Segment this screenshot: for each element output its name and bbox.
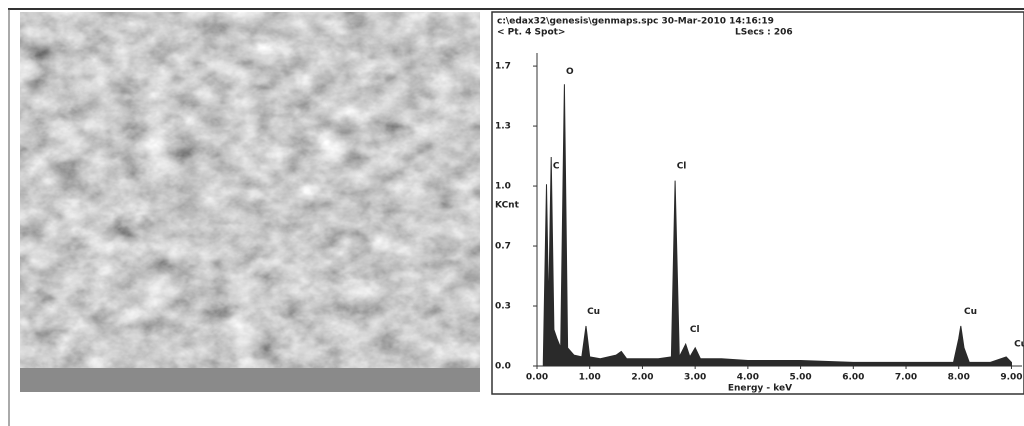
y-tick-label: 1.3 <box>495 122 511 132</box>
x-tick-label: 4.00 <box>737 373 759 383</box>
page: {"chart_data": { "type": "area", "title"… <box>0 0 1024 426</box>
x-tick-label: 3.00 <box>684 373 706 383</box>
x-tick-label: 6.00 <box>842 373 864 383</box>
spectrum-point: < Pt. 4 Spot> <box>497 28 565 38</box>
sem-info-bar <box>20 368 480 392</box>
peak-label: Cl <box>677 162 687 172</box>
sem-image <box>20 12 480 368</box>
y-tick-label: 0.3 <box>495 302 511 312</box>
live-time: LSecs : 206 <box>735 28 793 38</box>
x-tick-label: 2.00 <box>631 373 653 383</box>
y-axis-label: KCnt <box>495 201 520 211</box>
peak-label: Cu <box>587 307 600 317</box>
x-tick-label: 7.00 <box>895 373 917 383</box>
y-tick-label: 0.0 <box>495 362 511 372</box>
y-tick-label: 1.0 <box>495 182 511 192</box>
x-axis-label: Energy - keV <box>728 384 792 394</box>
x-tick-label: 1.00 <box>579 373 601 383</box>
peak-label: Cl <box>690 325 700 335</box>
peak-label: Cu <box>1014 340 1024 350</box>
peak-label: O <box>566 67 574 77</box>
figure: c:\edax32\genesis\genmaps.spc 30-Mar-201… <box>0 0 1024 426</box>
x-tick-label: 0.00 <box>526 373 548 383</box>
x-tick-label: 8.00 <box>948 373 970 383</box>
y-tick-label: 0.7 <box>495 242 511 252</box>
spectrum-file: c:\edax32\genesis\genmaps.spc 30-Mar-201… <box>497 17 774 27</box>
peak-label: Cu <box>964 307 977 317</box>
x-tick-label: 5.00 <box>789 373 811 383</box>
x-tick-label: 9.00 <box>1000 373 1022 383</box>
y-tick-label: 1.7 <box>495 62 511 72</box>
peak-label: C <box>553 162 560 172</box>
